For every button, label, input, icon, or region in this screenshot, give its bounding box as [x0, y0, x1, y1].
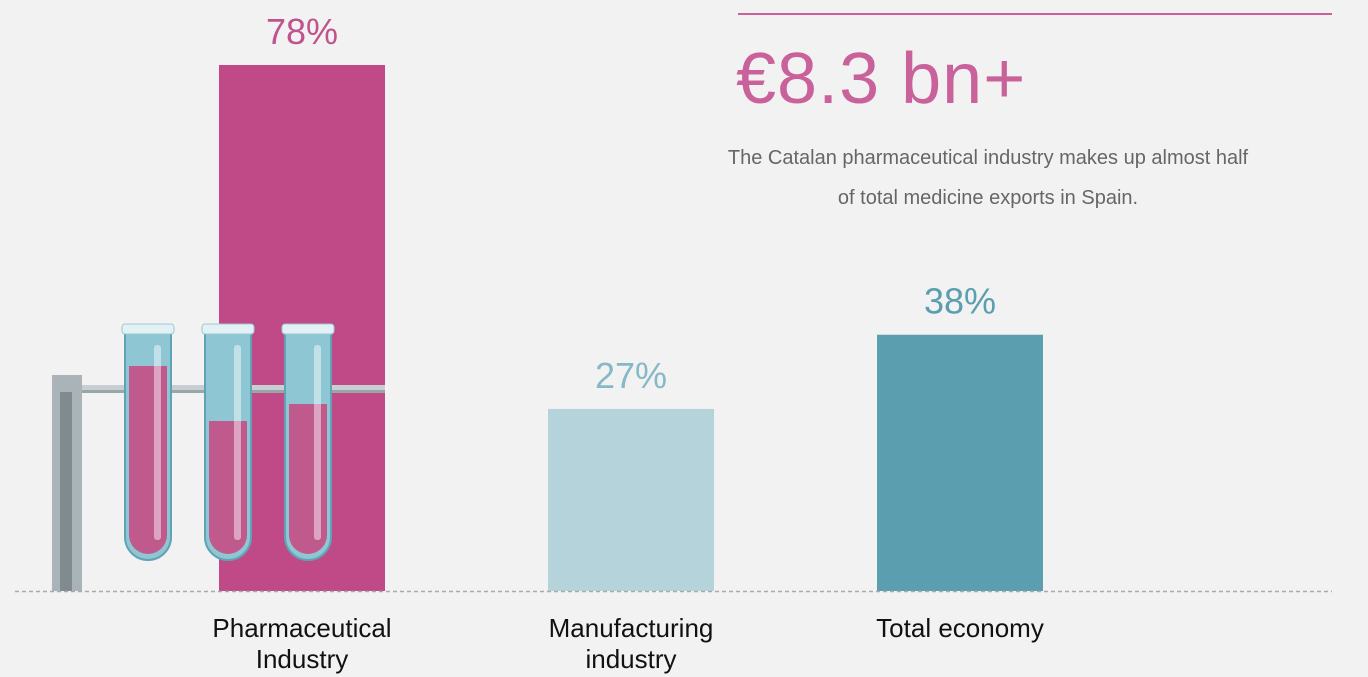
tube-liquid [289, 404, 327, 554]
value-label: 38% [924, 281, 996, 322]
tube-shine [234, 345, 241, 540]
category-label: Total economy [876, 613, 1044, 643]
tube-shine [154, 345, 161, 540]
bar [877, 334, 1043, 591]
headline: €8.3 bn+ [736, 39, 1027, 119]
tube-liquid [129, 366, 167, 554]
tube-shine [314, 345, 321, 540]
bar [548, 408, 714, 591]
value-label: 27% [595, 355, 667, 396]
category-label: Manufacturing industry [548, 613, 714, 674]
tube-liquid [209, 421, 247, 554]
tube-cap [201, 323, 255, 335]
tube-cap [281, 323, 335, 335]
category-label: Pharmaceutical Industry [212, 613, 392, 674]
tube-cap [121, 323, 175, 335]
description: The Catalan pharmaceutical industry make… [727, 147, 1249, 209]
value-label: 78% [266, 11, 338, 52]
test-tube-rack [52, 323, 385, 591]
